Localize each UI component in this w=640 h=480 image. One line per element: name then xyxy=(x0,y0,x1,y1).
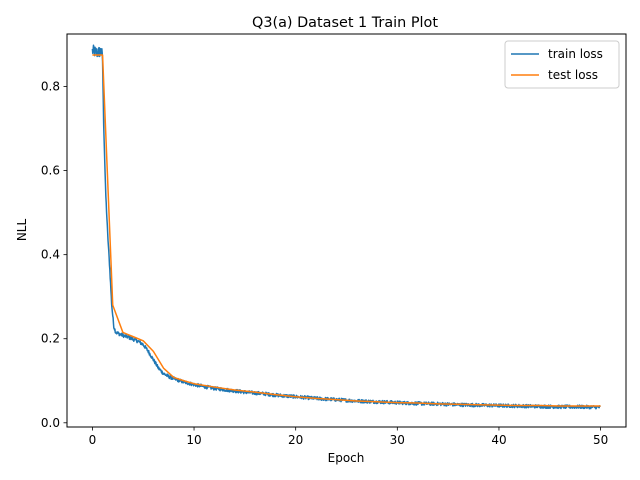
series-line-test-loss xyxy=(92,54,601,407)
chart-title: Q3(a) Dataset 1 Train Plot xyxy=(252,15,438,31)
series-layer xyxy=(91,44,601,410)
y-axis-ticks: 0.0 0.2 0.4 0.6 0.8 xyxy=(41,80,67,430)
x-tick-label: 20 xyxy=(288,433,303,447)
x-tick-label: 40 xyxy=(491,433,506,447)
y-tick-label: 0.0 xyxy=(41,416,60,430)
x-axis-label: Epoch xyxy=(328,451,365,465)
legend: train loss test loss xyxy=(504,40,620,89)
legend-box xyxy=(504,40,620,89)
x-tick-label: 0 xyxy=(89,433,97,447)
plot-area xyxy=(66,33,627,428)
x-tick-label: 50 xyxy=(593,433,608,447)
x-axis-ticks: 0 10 20 30 40 50 xyxy=(89,427,608,447)
y-tick-label: 0.2 xyxy=(41,332,60,346)
x-tick-label: 10 xyxy=(186,433,201,447)
series-line-train-loss xyxy=(91,44,601,410)
y-tick-label: 0.4 xyxy=(41,248,60,262)
y-axis-label: NLL xyxy=(15,219,29,242)
x-tick-label: 30 xyxy=(390,433,405,447)
legend-label-train-loss: train loss xyxy=(548,47,603,61)
y-tick-label: 0.6 xyxy=(41,164,60,178)
y-tick-label: 0.8 xyxy=(41,80,60,94)
legend-label-test-loss: test loss xyxy=(548,68,598,82)
axes-frame xyxy=(66,33,627,428)
